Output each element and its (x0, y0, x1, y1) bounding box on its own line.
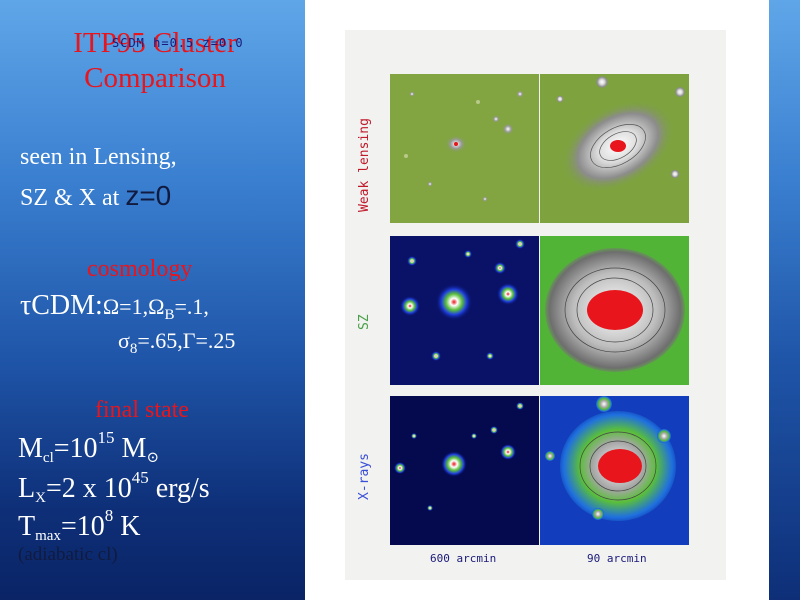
lensing-wide-image (390, 74, 539, 223)
scale-label-wide: 600 arcmin (430, 552, 497, 565)
intro-line2-prefix: SZ & X at (20, 185, 126, 211)
slide-right-strip (769, 0, 800, 600)
mass-sub: cl (42, 450, 54, 466)
temp-unit: K (113, 511, 141, 542)
adiabatic-note: (adiabatic cl) (18, 544, 118, 565)
slide-left-panel (0, 0, 305, 600)
intro-redshift: z=0 (125, 180, 172, 211)
xray-wide-image (390, 396, 539, 545)
lum-unit: erg/s (148, 473, 210, 504)
row-label-weak-lensing: Weak lensing (357, 118, 372, 212)
cosmology-omega-sub: B (164, 307, 175, 323)
row-label-xrays: X-rays (357, 453, 372, 500)
panel-sz-zoom (540, 236, 689, 385)
temp-sub: max (35, 528, 61, 544)
slide-title-line2: Comparison (84, 62, 226, 94)
final-state-heading: final state (95, 397, 189, 423)
cosmology-sigma-gamma: =.65,Γ=.25 (137, 328, 236, 353)
cosmology-sigma-sub: 8 (129, 341, 138, 357)
figure-title: SCDM h=0.5 z=0.0 (112, 36, 244, 50)
mass-line: Mcl=1015 M⊙ (18, 428, 159, 467)
lum-exponent: 45 (131, 468, 149, 487)
cosmology-params-line1: τCDM:Ω=1,ΩB=.1, (20, 290, 209, 324)
xray-zoom-image (540, 396, 689, 545)
cosmology-omega: Ω=1,Ω (102, 294, 165, 319)
intro-line1: seen in Lensing, (20, 144, 177, 170)
cosmology-params-line2: σ8=.65,Γ=.25 (118, 328, 235, 358)
mass-base: =10 (53, 433, 98, 464)
temperature-line: Tmax=108 K (18, 506, 140, 545)
lum-sub: X (35, 490, 46, 506)
panel-sz-wide (390, 236, 539, 385)
cosmology-model: τCDM: (20, 290, 103, 321)
sz-zoom-image (540, 236, 689, 385)
cosmology-sigma: σ (118, 328, 130, 353)
panel-xray-zoom (540, 396, 689, 545)
cosmology-omega-b: =.1, (174, 294, 209, 319)
mass-symbol: M (18, 433, 43, 464)
temp-exponent: 8 (104, 506, 114, 525)
slide-title-line1: ITP95 Cluster (73, 27, 237, 59)
lum-symbol: L (18, 473, 36, 504)
sun-symbol: ⊙ (146, 450, 160, 466)
mass-unit: M (114, 433, 147, 464)
lum-base: =2 x 10 (45, 473, 132, 504)
cosmology-heading: cosmology (87, 256, 193, 282)
luminosity-line: LX=2 x 1045 erg/s (18, 468, 210, 507)
row-label-sz: SZ (357, 314, 372, 330)
mass-exponent: 15 (97, 428, 115, 447)
temp-base: =10 (60, 511, 105, 542)
panel-xray-wide (390, 396, 539, 545)
panel-lensing-zoom (540, 74, 689, 223)
intro-line2: SZ & X at z=0 (20, 180, 171, 212)
lensing-zoom-image (540, 74, 689, 223)
sz-wide-image (390, 236, 539, 385)
scale-label-zoom: 90 arcmin (587, 552, 647, 565)
temp-symbol: T (18, 511, 36, 542)
panel-lensing-wide (390, 74, 539, 223)
